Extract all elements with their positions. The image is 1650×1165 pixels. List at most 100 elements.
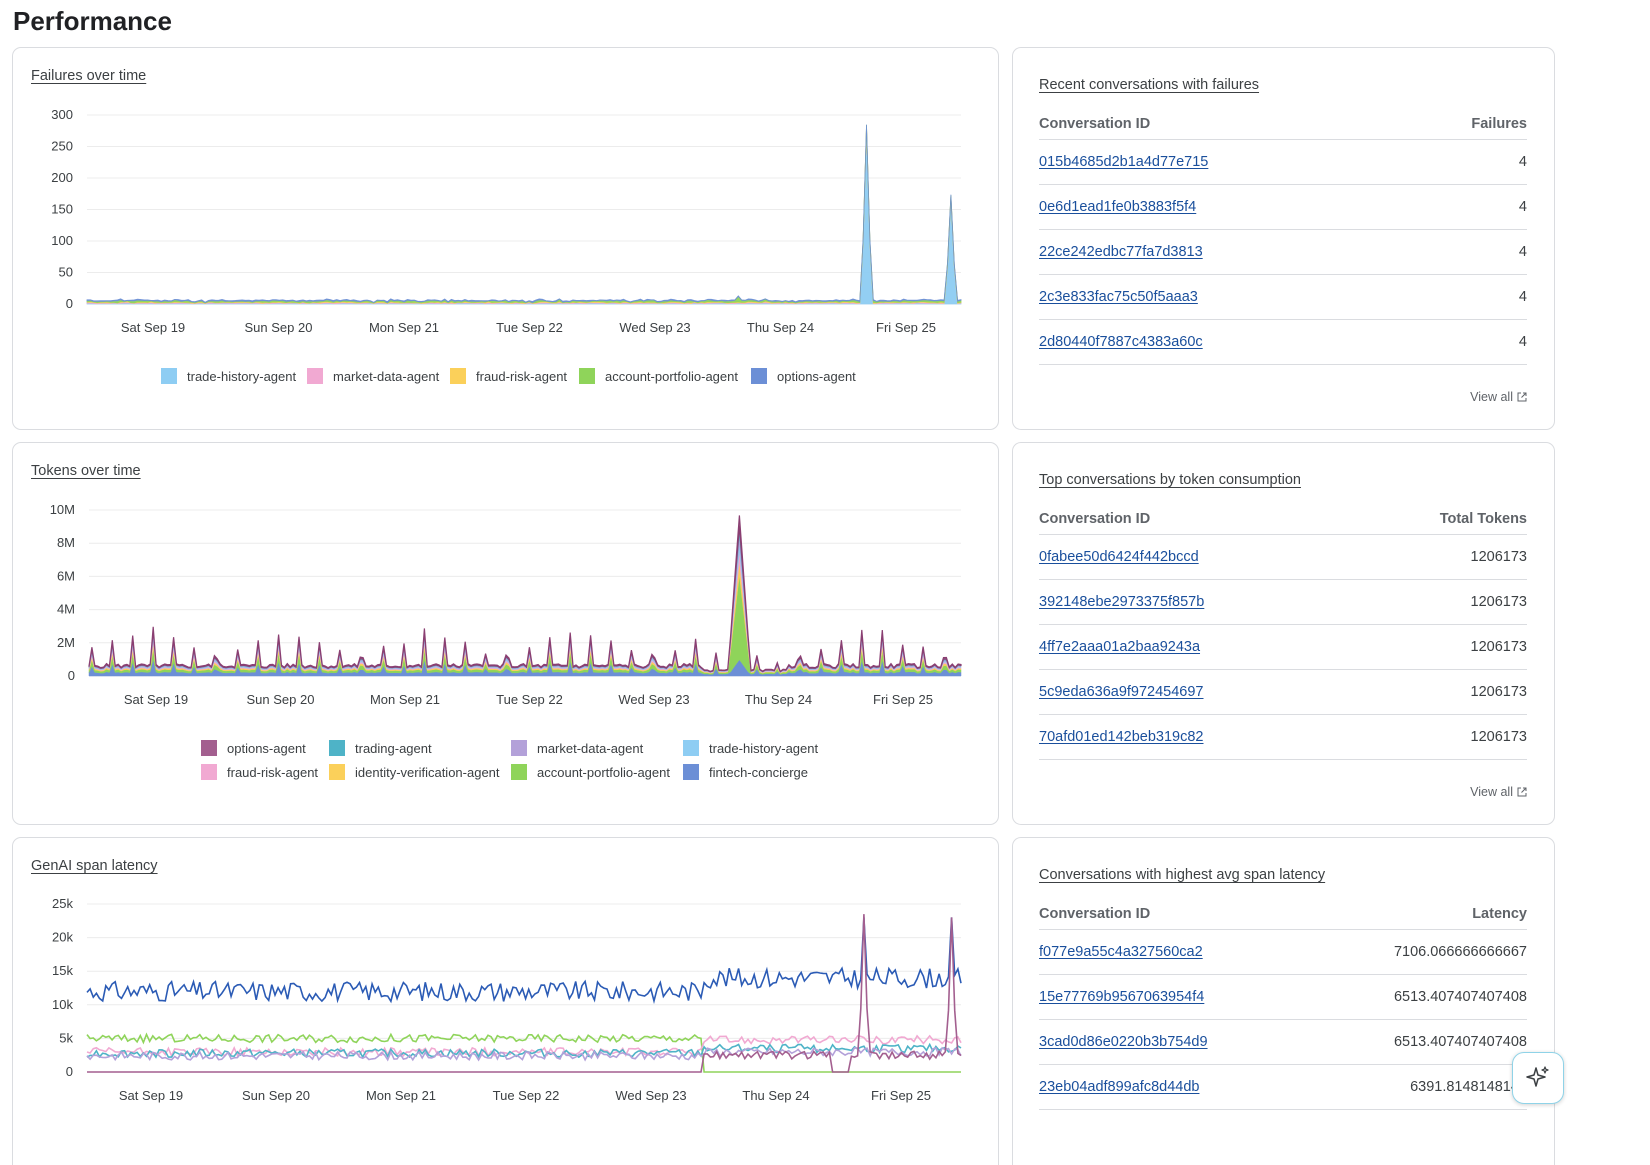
series-area-market-data-agent — [88, 534, 962, 673]
legend-label: trading-agent — [355, 740, 432, 756]
legend-item-options-agent[interactable]: options-agent — [201, 740, 306, 756]
table-body: 0fabee50d6424f442bccd 1206173 392148ebe29… — [1039, 535, 1527, 775]
conversation-link[interactable]: 5c9eda636a9f972454697 — [1039, 684, 1204, 700]
legend-swatch — [307, 368, 323, 384]
legend-swatch — [161, 368, 177, 384]
assistant-button[interactable] — [1512, 1052, 1564, 1104]
failures-chart-title[interactable]: Failures over time — [31, 68, 147, 84]
conversation-link[interactable]: 22ce242edbc77fa7d3813 — [1039, 244, 1203, 260]
row-value: 1206173 — [1470, 684, 1527, 700]
conversation-link[interactable]: f077e9a55c4a327560ca2 — [1039, 944, 1203, 960]
table-row: 22ce242edbc77fa7d3813 4 — [1039, 230, 1527, 275]
legend-item-market-data-agent[interactable]: market-data-agent — [511, 740, 643, 756]
conversation-link[interactable]: 0e6d1ead1fe0b3883f5f4 — [1039, 199, 1197, 215]
tokens-y-tick-label: 8M — [57, 535, 75, 550]
row-value: 4 — [1519, 379, 1527, 380]
tokens-x-tick-label: Wed Sep 23 — [618, 692, 689, 707]
tokens-x-tick-label: Mon Sep 21 — [370, 692, 440, 707]
legend-item-account-portfolio-agent[interactable]: account-portfolio-agent — [511, 764, 670, 780]
legend-swatch — [683, 764, 699, 780]
legend-label: fraud-risk-agent — [476, 368, 568, 384]
row-value: 4 — [1518, 199, 1527, 215]
legend-label: market-data-agent — [333, 368, 440, 384]
conversation-link[interactable]: 0fabee50d6424f442bccd — [1039, 549, 1199, 565]
tokens-y-tick-label: 0 — [68, 668, 75, 683]
row-value: 4 — [1518, 244, 1527, 260]
row-value: 7106.066666666667 — [1393, 944, 1527, 960]
legend-item-fraud-risk-agent[interactable]: fraud-risk-agent — [450, 368, 567, 384]
tokens-x-tick-label: Sun Sep 20 — [247, 692, 315, 707]
legend-swatch — [201, 764, 217, 780]
conversation-link[interactable]: 3cad0d86e0220b3b754d9 — [1039, 1034, 1208, 1050]
latency-chart: 25k 20k 15k 10k 5k 0 Sat Sep 19 Sun Sep 20 Mon S… — [52, 896, 962, 1103]
series-area-identity-verification-agent — [88, 561, 962, 674]
row-value: 1206173 — [1470, 639, 1527, 655]
table-row: 2c3e833fac75c50f5aaa3 4 — [1039, 275, 1527, 320]
latency-table-title[interactable]: Conversations with highest avg span late… — [1039, 867, 1326, 883]
conversation-link[interactable]: 23eb04adf899afc8d44db — [1039, 1079, 1200, 1095]
series-area-trade-history-agent — [86, 127, 962, 305]
legend-swatch — [579, 368, 595, 384]
latency-chart-card: GenAI span latency 25k 20k 15k 10k 5k 0 Sat Se… — [12, 837, 999, 1165]
tokens-x-tick-label: Fri Sep 25 — [873, 692, 933, 707]
tokens-chart-title[interactable]: Tokens over time — [31, 463, 141, 479]
view-all-link[interactable]: View all — [1470, 390, 1527, 404]
conversation-link[interactable]: 2d80440f7887c4383a60c — [1039, 334, 1203, 350]
series-line — [86, 1046, 962, 1062]
failures-x-tick-label: Thu Sep 24 — [747, 320, 814, 335]
conversation-link[interactable]: 2f97a32173f4f4f29ec82 — [1039, 379, 1191, 380]
legend-item-trade-history-agent[interactable]: trade-history-agent — [683, 740, 818, 756]
legend-item-trade-history-agent[interactable]: trade-history-agent — [161, 368, 296, 384]
table-row: 4ff7e2aaa01a2baa9243a 1206173 — [1039, 625, 1527, 670]
failures-table-title[interactable]: Recent conversations with failures — [1039, 77, 1260, 93]
row-value: 6391.8148148148 — [1410, 1079, 1527, 1095]
legend-item-trading-agent[interactable]: trading-agent — [329, 740, 432, 756]
legend-label: options-agent — [777, 368, 856, 384]
series-line — [87, 914, 962, 1073]
table-header: Conversation ID Latency — [1039, 898, 1527, 930]
conversation-link[interactable]: 2c3e833fac75c50f5aaa3 — [1039, 289, 1198, 305]
tokens-x-tick-label: Thu Sep 24 — [745, 692, 812, 707]
failures-y-tick-label: 200 — [51, 170, 73, 185]
legend-swatch — [683, 740, 699, 756]
failures-chart-card: Failures over time 300 250 200 150 100 50 0 Sat… — [12, 47, 999, 430]
table-row: 5c9eda636a9f972454697 1206173 — [1039, 670, 1527, 715]
legend-item-account-portfolio-agent[interactable]: account-portfolio-agent — [579, 368, 738, 384]
tokens-table-card: Top conversations by token consumption C… — [1012, 442, 1555, 825]
series-area-account-portfolio-agent — [88, 575, 962, 675]
conversation-link[interactable]: 70afd01ed142beb319c82 — [1039, 729, 1204, 745]
series-area-fraud-risk-agent — [86, 126, 962, 304]
conversation-link[interactable]: 4ff7e2aaa01a2baa9243a — [1039, 639, 1201, 655]
legend-item-fintech-concierge[interactable]: fintech-concierge — [683, 764, 808, 780]
latency-chart-title[interactable]: GenAI span latency — [31, 858, 158, 874]
col-header-value: Failures — [1471, 115, 1527, 132]
conversation-link[interactable]: 15e77769b9567063954f4 — [1039, 989, 1205, 1005]
legend-swatch — [201, 740, 217, 756]
legend-swatch — [751, 368, 767, 384]
tokens-table-title[interactable]: Top conversations by token consumption — [1039, 472, 1301, 488]
sparkle-icon — [1526, 1066, 1549, 1087]
legend-item-options-agent[interactable]: options-agent — [751, 368, 856, 384]
legend-item-identity-verification-agent[interactable]: identity-verification-agent — [329, 764, 500, 780]
table-body: f077e9a55c4a327560ca2 7106.066666666667 1… — [1039, 930, 1527, 1165]
latency-y-tick-label: 5k — [59, 1030, 73, 1045]
series-line — [86, 1032, 961, 1073]
failures-y-tick-label: 50 — [59, 265, 73, 280]
row-value: 6513.407407407408 — [1393, 1034, 1527, 1050]
legend-label: market-data-agent — [537, 740, 644, 756]
table-row: 392148ebe2973375f857b 1206173 — [1039, 580, 1527, 625]
latency-x-tick-label: Wed Sep 23 — [615, 1088, 686, 1103]
legend-item-market-data-agent[interactable]: market-data-agent — [307, 368, 439, 384]
conversation-link[interactable]: 015b4685d2b1a4d77e715 — [1039, 154, 1209, 170]
table-row: 2d80440f7887c4383a60c 4 — [1039, 320, 1527, 365]
conversation-link[interactable]: 786d076a94feb49846e88 — [1039, 774, 1204, 775]
latency-table-card: Conversations with highest avg span late… — [1012, 837, 1555, 1165]
table-row: 70afd01ed142beb319c82 1206173 — [1039, 715, 1527, 760]
legend-label: fintech-concierge — [709, 764, 808, 780]
legend-label: trade-history-agent — [187, 368, 297, 384]
conversation-link[interactable]: 392148ebe2973375f857b — [1039, 594, 1205, 610]
failures-x-tick-label: Mon Sep 21 — [369, 320, 439, 335]
view-all-link[interactable]: View all — [1470, 785, 1527, 799]
table-row: 0fabee50d6424f442bccd 1206173 — [1039, 535, 1527, 580]
legend-item-fraud-risk-agent[interactable]: fraud-risk-agent — [201, 764, 318, 780]
